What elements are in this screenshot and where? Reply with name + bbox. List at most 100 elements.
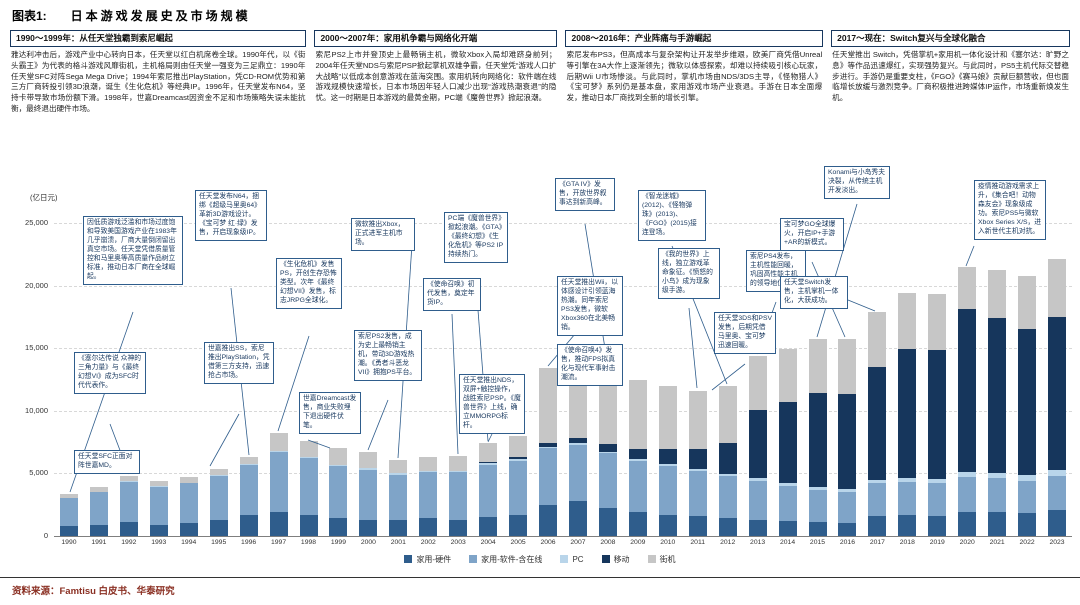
bar-segment-arcade (658, 386, 677, 450)
bar-segment-console-software-online (509, 460, 528, 515)
bar-2021 (988, 270, 1007, 536)
annotation-note-8: 微软推出Xbox，正式进军主机市场。 (351, 218, 415, 251)
x-tick-label: 1995 (211, 539, 227, 546)
x-tick-label: 2002 (420, 539, 436, 546)
bar-segment-arcade (359, 452, 378, 469)
annotation-note-13: 《GTA IV》发售，开放世界叙事达到新高峰。 (555, 178, 615, 211)
annotation-note-2: 《塞尔达传说 众神的三角力量》与《最终幻想VI》成为SFC时代代表作。 (74, 352, 146, 394)
gridline (54, 410, 1072, 412)
bar-segment-console-hardware (89, 524, 108, 536)
bar-2011 (688, 391, 707, 536)
bar-segment-mobile (958, 309, 977, 473)
era-panel-2: 2000～2007年：家用机争霸与网络化开端 索尼PS2上市并登顶史上最畅销主机，… (314, 30, 558, 164)
bar-segment-console-hardware (898, 514, 917, 536)
bar-1996 (239, 457, 258, 536)
y-tick-label: 15,000 (25, 343, 48, 353)
bar-segment-arcade (329, 448, 348, 465)
x-tick-label: 2021 (989, 539, 1005, 546)
bar-1991 (89, 487, 108, 536)
legend-item-console-software-online: 家用-软件-含在线 (469, 554, 542, 565)
bar-segment-console-software-online (359, 469, 378, 520)
leader-line (847, 299, 876, 312)
bar-segment-console-software-online (988, 478, 1007, 513)
bar-segment-console-software-online (239, 464, 258, 515)
x-tick-label: 1999 (330, 539, 346, 546)
bar-segment-console-software-online (479, 464, 498, 518)
legend-label-console-software-online: 家用-软件-含在线 (481, 554, 543, 564)
bar-segment-console-software-online (868, 483, 887, 516)
bar-segment-mobile (539, 442, 558, 447)
bar-segment-mobile (898, 348, 917, 478)
legend-label-arcade: 街机 (659, 554, 676, 564)
bar-segment-console-software-online (928, 483, 947, 516)
bar-segment-console-hardware (389, 519, 408, 536)
leader-line (965, 245, 975, 267)
x-tick-label: 2009 (630, 539, 646, 546)
bar-2013 (748, 355, 767, 536)
era-title: 2017～现在：Switch复兴与全球化融合 (831, 30, 1070, 48)
legend: 家用-硬件 家用-软件-含在线 PC 移动 街机 (0, 551, 1080, 567)
bar-segment-console-software-online (119, 482, 138, 523)
annotation-note-15: 任天堂推出Wii，以体感设计引领蓝海热潮。同年索尼PS3发售，微软Xbox360… (557, 276, 623, 336)
bar-segment-arcade (479, 443, 498, 462)
y-tick-label: 10,000 (25, 405, 48, 415)
bar-segment-console-software-online (59, 498, 78, 526)
figure-label: 图表1: (12, 9, 47, 23)
x-tick-label: 1997 (270, 539, 287, 546)
bar-segment-pc (628, 459, 647, 461)
bar-2007 (568, 360, 587, 536)
bar-segment-arcade (598, 368, 617, 445)
era-panel-1: 1990～1999年：从任天堂独霸到索尼崛起 雅达利冲击后，游戏产业中心转向日本，… (10, 30, 307, 164)
bar-segment-mobile (868, 367, 887, 480)
bar-segment-arcade (808, 338, 827, 393)
annotation-note-18: 任天堂3DS和PSV发售，后期凭借马里奥、宝可梦迅速回暖。 (714, 312, 776, 354)
bar-segment-console-software-online (778, 485, 797, 521)
bar-segment-console-software-online (179, 483, 198, 524)
y-axis-unit-label: (亿日元) (30, 193, 58, 202)
bar-segment-console-hardware (748, 519, 767, 536)
bar-segment-arcade (149, 480, 168, 487)
bar-segment-console-hardware (419, 518, 438, 536)
x-tick-label: 2012 (720, 539, 736, 546)
chart-area: (亿日元) 0 5,000 10,000 15,000 20,000 25,000 1990… (0, 166, 1080, 551)
bar-segment-pc (1018, 474, 1037, 481)
bar-segment-arcade (269, 433, 288, 451)
bar-segment-console-hardware (209, 519, 228, 536)
bar-segment-pc (179, 482, 198, 484)
bar-2002 (419, 457, 438, 536)
x-tick-label: 1991 (91, 539, 107, 546)
bar-segment-console-software-online (598, 453, 617, 509)
bar-segment-console-hardware (119, 522, 138, 536)
y-tick-label: 20,000 (25, 280, 48, 290)
bar-segment-arcade (898, 292, 917, 349)
bar-segment-console-hardware (449, 519, 468, 536)
bar-segment-console-software-online (628, 460, 647, 513)
bar-segment-console-hardware (808, 522, 827, 536)
legend-item-arcade: 街机 (647, 554, 676, 565)
annotation-note-17: 《我的世界》上线，独立游戏革命象征。《愤怒的小鸟》成为现象级手游。 (658, 248, 720, 299)
annotation-note-7: 世嘉Dreamcast发售，商业失败埋下退出硬件伏笔。 (299, 392, 361, 434)
x-axis-line (54, 536, 1072, 537)
bar-segment-pc (419, 470, 438, 473)
bar-segment-console-software-online (539, 448, 558, 505)
bar-segment-console-software-online (808, 489, 827, 523)
x-tick-label: 1994 (181, 539, 197, 546)
annotation-note-21: 宝可梦GO全球爆火，开启IP+手游+AR的新模式。 (780, 218, 844, 251)
annotation-note-16: 《使命召唤4》发售，推动FPS拟真化与现代军事射击潮流。 (557, 344, 623, 386)
x-tick-label: 2005 (510, 539, 526, 546)
bar-segment-console-hardware (568, 500, 587, 536)
x-tick-label: 2022 (1019, 539, 1035, 546)
bar-segment-console-hardware (329, 518, 348, 536)
era-body: 索尼发布PS3，但高成本与复杂架构让开发举步维艰，欧美厂商凭借Unreal等引擎… (566, 50, 823, 103)
bar-segment-arcade (688, 391, 707, 449)
bar-2000 (359, 452, 378, 536)
bar-segment-console-software-online (958, 477, 977, 513)
bar-segment-mobile (748, 409, 767, 479)
bar-segment-console-hardware (868, 515, 887, 536)
bar-segment-console-software-online (748, 480, 767, 520)
x-tick-label: 2015 (809, 539, 826, 546)
bar-segment-console-hardware (1018, 513, 1037, 536)
bar-2018 (898, 292, 917, 536)
leader-line (451, 313, 459, 455)
bar-segment-console-hardware (778, 520, 797, 536)
